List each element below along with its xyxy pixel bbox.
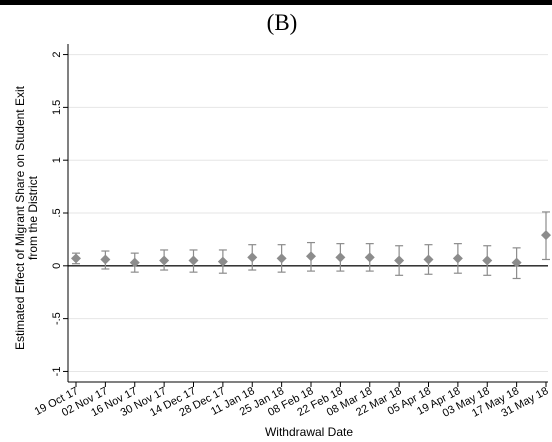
point-estimate-marker (541, 230, 551, 241)
confidence-intervals (72, 211, 550, 280)
point-estimate-marker (188, 255, 199, 266)
y-tick-label: 1 (51, 157, 63, 163)
y-tick-label: 0 (51, 263, 63, 269)
point-estimate-marker (394, 255, 405, 266)
gridlines (68, 54, 548, 372)
panel-label: (B) (267, 10, 298, 35)
y-tick-label: 2 (51, 52, 63, 58)
point-estimate-marker (423, 254, 434, 265)
point-estimate-marker (452, 253, 463, 264)
y-axis-title-line-1: Estimated Effect of Migrant Share on Stu… (13, 85, 27, 350)
point-estimate-marker (482, 255, 493, 266)
y-tick-label: -1 (51, 367, 63, 377)
top-border (0, 0, 552, 5)
point-estimate-marker (247, 252, 258, 263)
y-axis-title-line-2: from the District (26, 175, 40, 260)
point-estimate-marker (71, 253, 81, 264)
point-estimate-marker (276, 253, 287, 264)
point-estimate-marker (100, 254, 111, 265)
point-estimate-marker (364, 252, 375, 263)
y-axis-ticks: -1 -.5 0 .5 1 1.5 2 (51, 52, 68, 377)
point-estimates (71, 230, 551, 268)
point-estimate-marker (306, 251, 316, 262)
x-axis-title: Withdrawal Date (265, 425, 353, 439)
y-tick-label: -.5 (51, 312, 63, 325)
y-tick-label: 1.5 (51, 100, 63, 115)
y-axis-title: Estimated Effect of Migrant Share on Stu… (13, 85, 40, 350)
y-tick-label: .5 (51, 208, 63, 217)
point-estimate-marker (217, 256, 228, 267)
point-estimate-marker (335, 252, 346, 263)
point-estimate-marker (159, 255, 170, 266)
point-estimate-marker (511, 257, 522, 268)
point-estimate-marker (129, 257, 140, 268)
